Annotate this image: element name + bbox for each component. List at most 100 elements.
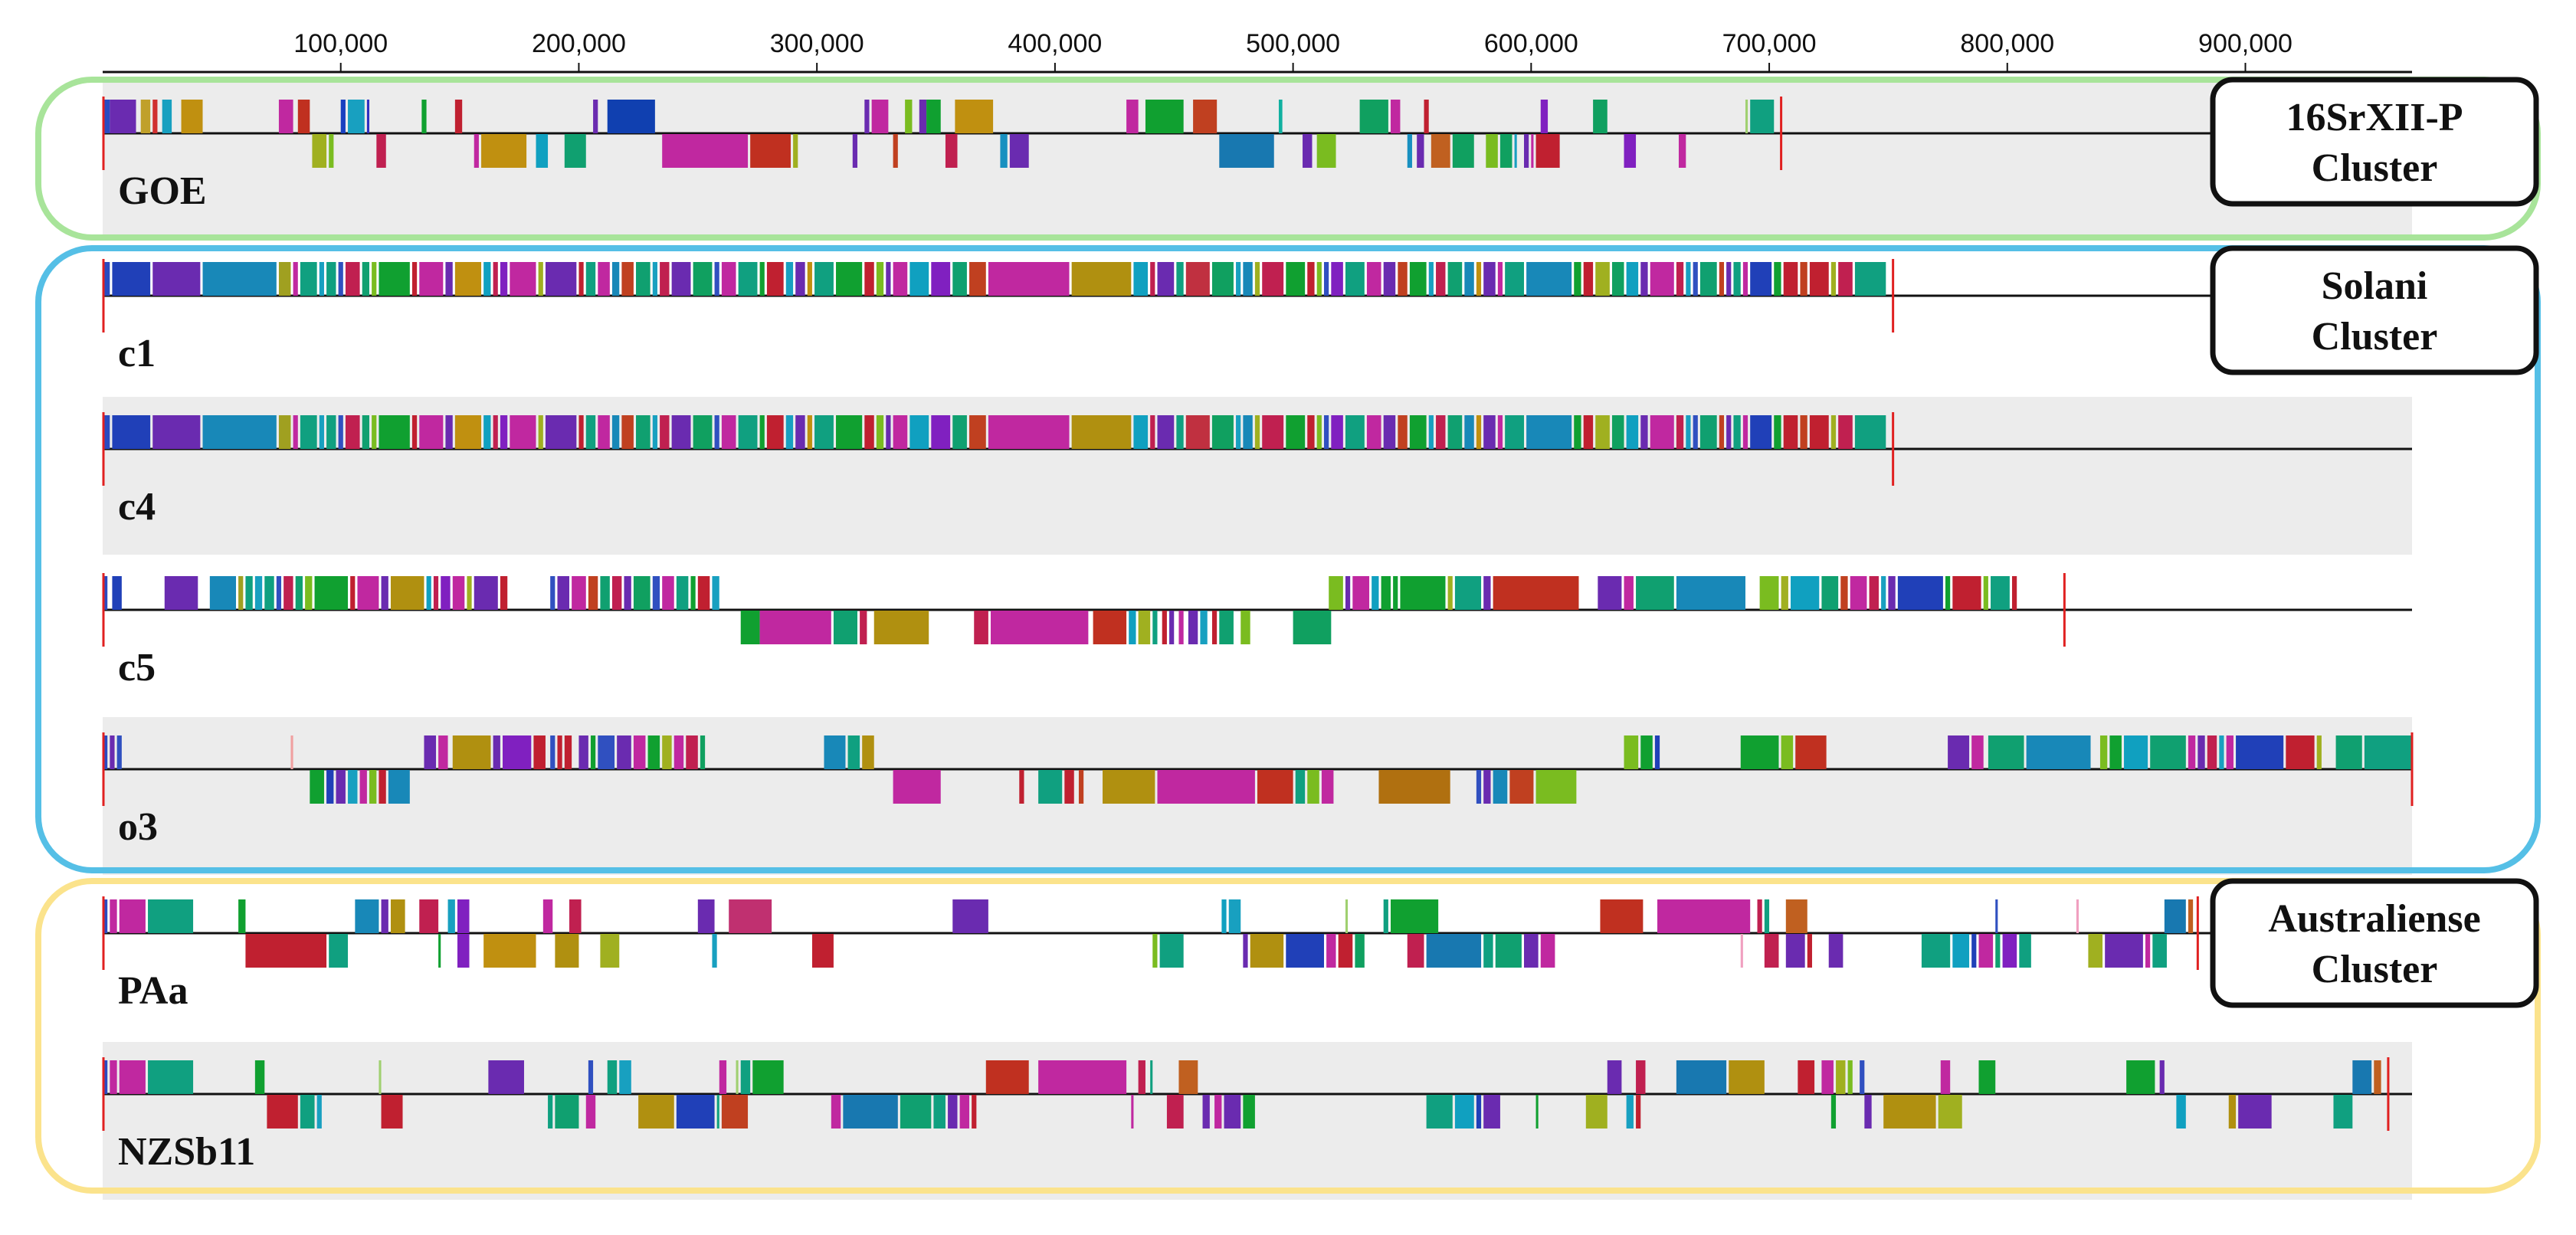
cluster-label-box: [2210, 878, 2539, 1008]
synteny-block: [326, 415, 336, 449]
cluster-label-line2: Cluster: [2312, 948, 2438, 991]
synteny-block: [633, 576, 651, 610]
synteny-block: [1345, 899, 1349, 933]
cluster-label-box: [2210, 77, 2539, 207]
synteny-block: [350, 576, 356, 610]
synteny-block: [1431, 134, 1450, 168]
synteny-block: [1757, 899, 1762, 933]
synteny-block: [1774, 262, 1781, 296]
synteny-block: [1169, 611, 1175, 644]
synteny-block: [152, 415, 201, 449]
synteny-block: [969, 415, 986, 449]
synteny-block: [2197, 735, 2205, 769]
synteny-block: [1830, 262, 1837, 296]
synteny-block: [1483, 1095, 1500, 1129]
synteny-block: [2150, 735, 2186, 769]
synteny-block: [503, 735, 532, 769]
synteny-block: [1759, 576, 1779, 610]
synteny-block: [2026, 735, 2091, 769]
synteny-block: [536, 134, 549, 168]
synteny-block: [905, 100, 913, 133]
synteny-block: [873, 611, 929, 644]
synteny-block: [1447, 415, 1463, 449]
cluster-label-line1: 16SrXII-P: [2286, 96, 2463, 139]
synteny-block: [1497, 262, 1503, 296]
synteny-block: [1129, 611, 1136, 644]
synteny-block: [1483, 770, 1491, 804]
synteny-block: [340, 100, 346, 133]
synteny-block: [1329, 576, 1343, 610]
synteny-block: [893, 262, 908, 296]
synteny-block: [103, 1060, 108, 1094]
synteny-block: [2099, 735, 2108, 769]
synteny-block: [1745, 100, 1748, 133]
synteny-block: [447, 899, 455, 933]
synteny-block: [952, 415, 967, 449]
synteny-block: [1611, 415, 1624, 449]
synteny-block: [1366, 415, 1381, 449]
synteny-block: [1359, 100, 1388, 133]
synteny-block: [254, 1060, 265, 1094]
track-o3: o3: [102, 717, 2414, 875]
synteny-block: [1938, 1095, 1962, 1129]
synteny-block: [1138, 611, 1151, 644]
synteny-block: [1150, 262, 1155, 296]
synteny-block: [338, 415, 343, 449]
synteny-block: [619, 1060, 631, 1094]
synteny-block: [1676, 576, 1745, 610]
synteny-block: [1838, 415, 1853, 449]
synteny-block: [738, 415, 758, 449]
synteny-block: [1505, 415, 1525, 449]
synteny-block: [1228, 899, 1241, 933]
synteny-block: [1133, 262, 1149, 296]
synteny-block: [785, 262, 794, 296]
synteny-block: [952, 899, 988, 933]
synteny-block: [1331, 262, 1343, 296]
synteny-block: [736, 1060, 739, 1094]
synteny-block: [752, 1060, 784, 1094]
synteny-block: [1476, 770, 1482, 804]
synteny-block: [433, 576, 439, 610]
synteny-block: [1809, 415, 1829, 449]
synteny-block: [454, 262, 482, 296]
synteny-block: [1781, 576, 1788, 610]
synteny-block: [1921, 934, 1951, 968]
axis-tick-label: 100,000: [293, 29, 388, 58]
synteny-block: [1166, 1095, 1184, 1129]
synteny-block: [1983, 576, 1988, 610]
synteny-block: [1324, 262, 1329, 296]
synteny-block: [1483, 576, 1491, 610]
synteny-block: [110, 735, 115, 769]
synteny-block: [278, 262, 291, 296]
synteny-block: [1699, 415, 1717, 449]
synteny-block: [1995, 899, 1998, 933]
synteny-block: [148, 1060, 194, 1094]
synteny-block: [209, 576, 237, 610]
synteny-block: [1407, 934, 1424, 968]
synteny-block: [1626, 1095, 1634, 1129]
synteny-block: [381, 1095, 403, 1129]
synteny-block: [1257, 770, 1293, 804]
synteny-block: [245, 934, 327, 968]
synteny-block: [2152, 934, 2167, 968]
synteny-block: [2088, 934, 2103, 968]
synteny-block: [607, 100, 655, 133]
synteny-block: [1583, 262, 1594, 296]
synteny-block: [1286, 415, 1306, 449]
synteny-block: [359, 770, 367, 804]
synteny-block: [1595, 262, 1610, 296]
synteny-block: [500, 262, 508, 296]
synteny-block: [1883, 1095, 1936, 1129]
synteny-block: [1940, 1060, 1951, 1094]
synteny-block: [766, 262, 784, 296]
synteny-block: [103, 415, 110, 449]
synteny-block: [766, 415, 784, 449]
cluster-label-aus: Australiense Cluster: [2210, 878, 2539, 1008]
synteny-block: [1295, 770, 1306, 804]
cluster-label-solani: Solani Cluster: [2210, 245, 2539, 375]
synteny-block: [1781, 735, 1794, 769]
synteny-block: [1254, 415, 1260, 449]
synteny-block: [545, 415, 577, 449]
synteny-block: [1436, 415, 1446, 449]
synteny-block: [474, 134, 479, 168]
